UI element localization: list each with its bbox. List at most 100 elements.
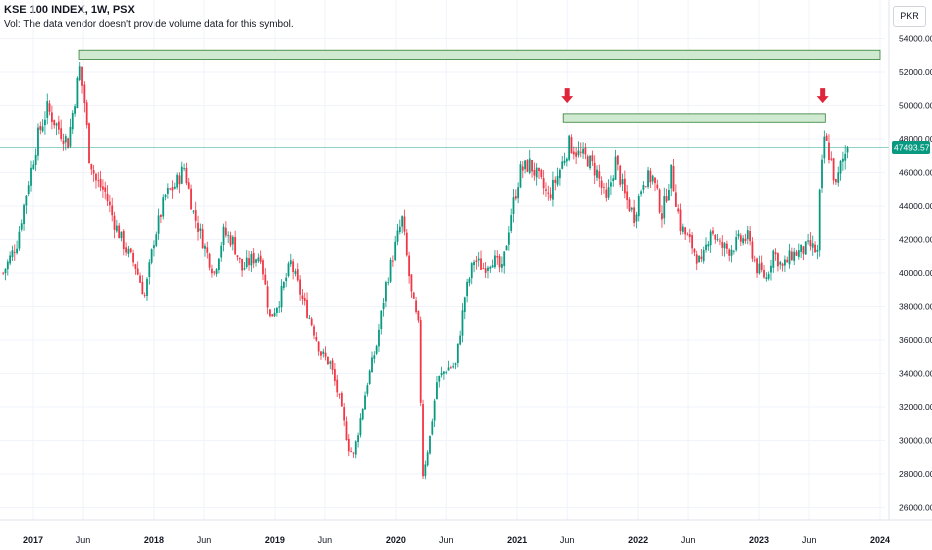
- candle: [719, 237, 721, 246]
- candle: [162, 194, 165, 220]
- candle-body: [637, 196, 640, 217]
- candle-body: [459, 335, 462, 345]
- candle-body: [756, 258, 758, 274]
- candle-body: [728, 249, 731, 256]
- candle-body: [777, 253, 779, 267]
- candle-body: [642, 185, 645, 190]
- candle-body: [320, 351, 322, 356]
- candle-body: [102, 186, 104, 190]
- candle: [57, 115, 60, 135]
- candle: [340, 391, 343, 407]
- candle-body: [846, 147, 849, 153]
- candle-body: [519, 164, 522, 188]
- candle-body: [804, 241, 807, 255]
- candle: [619, 164, 622, 188]
- grid: [0, 0, 885, 520]
- candle: [693, 248, 696, 257]
- candle-body: [30, 167, 32, 186]
- candle: [280, 279, 283, 313]
- candle: [248, 250, 250, 271]
- candle: [744, 233, 747, 244]
- candle-body: [825, 135, 828, 141]
- candle: [628, 197, 631, 213]
- candle-body: [593, 162, 596, 176]
- candle-body: [143, 295, 146, 296]
- candle: [709, 229, 712, 253]
- y-tick-label: 36000.00: [899, 335, 932, 345]
- candle-body: [760, 262, 763, 271]
- candle: [531, 159, 533, 178]
- candle-body: [252, 252, 255, 264]
- candle-body: [382, 302, 385, 310]
- candle-body: [554, 179, 557, 183]
- candle-body: [41, 126, 44, 132]
- candle-body: [122, 231, 125, 250]
- y-tick-label: 52000.00: [899, 67, 932, 77]
- candle: [231, 235, 234, 251]
- candle-body: [218, 258, 220, 270]
- candle: [322, 348, 325, 358]
- candle-body: [739, 235, 742, 242]
- candle-body: [231, 236, 234, 245]
- candle-body: [108, 201, 111, 206]
- candle: [46, 93, 49, 125]
- candle: [681, 223, 684, 235]
- candle-body: [691, 235, 694, 249]
- candle-body: [510, 215, 513, 231]
- candle: [568, 134, 571, 162]
- candle-body: [88, 123, 90, 164]
- candle-body: [688, 234, 691, 238]
- y-tick-label: 50000.00: [899, 101, 932, 111]
- candle: [282, 281, 285, 291]
- candle-body: [835, 179, 837, 183]
- candle: [705, 237, 707, 253]
- candle: [454, 362, 457, 370]
- candle-body: [18, 231, 21, 249]
- candle: [30, 160, 32, 192]
- candle: [292, 258, 295, 280]
- candle-body: [565, 158, 568, 162]
- candle-body: [440, 372, 443, 376]
- candle-body: [373, 355, 376, 359]
- candle-body: [16, 248, 18, 254]
- candle-body: [206, 247, 209, 253]
- candle-body: [340, 393, 343, 407]
- candle: [540, 168, 543, 180]
- currency-button[interactable]: PKR: [893, 6, 926, 27]
- candle-body: [426, 452, 429, 466]
- candle: [630, 206, 633, 213]
- candle: [726, 240, 728, 254]
- candle-body: [714, 235, 717, 240]
- candle-body: [737, 233, 740, 237]
- candle: [129, 247, 132, 254]
- candle: [176, 172, 179, 190]
- candle: [81, 66, 83, 94]
- candle-body: [844, 153, 847, 161]
- candle-body: [628, 199, 631, 212]
- candle-body: [800, 244, 803, 252]
- candle: [654, 177, 656, 192]
- candle-body: [55, 123, 58, 126]
- volume-note: Vol: The data vendor doesn't provide vol…: [4, 19, 294, 30]
- candle-body: [366, 385, 369, 394]
- candle-body: [563, 160, 566, 163]
- candle: [633, 199, 636, 227]
- candle-body: [273, 312, 276, 317]
- candle-body: [763, 269, 765, 278]
- candle: [111, 197, 114, 222]
- candle-body: [491, 265, 494, 268]
- candle: [554, 176, 557, 191]
- candle-body: [266, 286, 269, 308]
- candle: [823, 130, 826, 164]
- candle-body: [839, 160, 842, 174]
- candle: [62, 133, 65, 151]
- candle-body: [770, 265, 772, 273]
- candle: [436, 375, 438, 400]
- candle-body: [577, 150, 580, 156]
- candle-body: [514, 196, 517, 199]
- candle: [642, 181, 645, 194]
- candle: [535, 163, 538, 186]
- candle-body: [466, 281, 469, 297]
- candle: [4, 268, 7, 281]
